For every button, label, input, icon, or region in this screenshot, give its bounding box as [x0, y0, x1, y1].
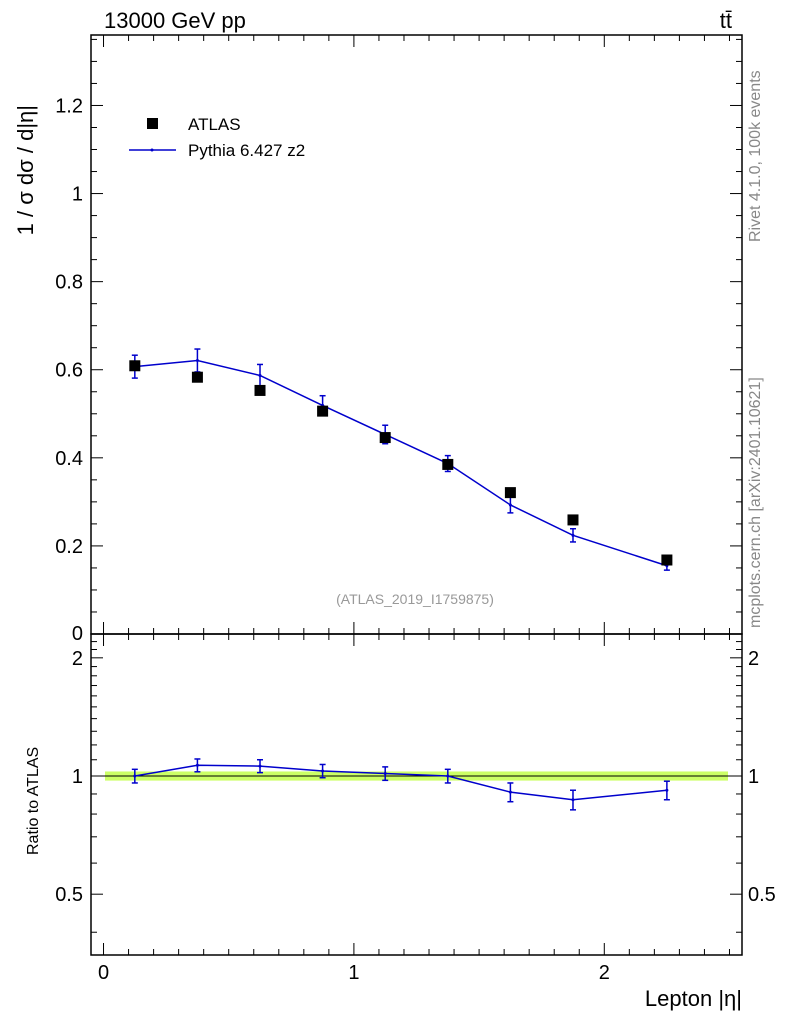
- ratio-y-tick-label-right: 1: [748, 766, 759, 788]
- main-y-axis-label: 1 / σ dσ / d|η|: [13, 105, 38, 235]
- ratio-y-tick-label-right: 2: [748, 648, 759, 670]
- ratio-point: [446, 774, 450, 778]
- pythia-line: [134, 359, 668, 567]
- main-y-tick-label-zero: 0: [72, 623, 83, 645]
- legend-pythia-marker: [150, 148, 154, 152]
- main-y-tick-label: 1.2: [55, 95, 83, 117]
- atlas-data-point: [317, 405, 329, 417]
- legend-atlas-label: ATLAS: [188, 115, 241, 134]
- main-y-tick-label: 1: [72, 184, 83, 206]
- ratio-y-tick-label-right: 0.5: [748, 884, 776, 906]
- plot-left-title: 13000 GeV pp: [104, 8, 246, 33]
- pythia-point: [571, 533, 575, 537]
- x-tick-label: 2: [599, 962, 610, 984]
- main-y-tick-label: 0.4: [55, 448, 83, 470]
- ratio-point: [571, 798, 575, 802]
- atlas-data-point: [379, 432, 391, 444]
- atlas-data-point: [567, 514, 579, 526]
- legend-pythia-label: Pythia 6.427 z2: [188, 141, 305, 160]
- atlas-data-point: [661, 554, 673, 566]
- atlas-data-point: [129, 360, 141, 372]
- ratio-point: [665, 788, 669, 792]
- atlas-data-point: [442, 458, 454, 470]
- pythia-point: [258, 373, 262, 377]
- ratio-panel-series: [131, 758, 670, 811]
- x-axis-label: Lepton |η|: [645, 986, 742, 1011]
- ratio-frame-box: [90, 633, 743, 956]
- ratio-uncertainty-band: [91, 771, 742, 781]
- ratio-point: [321, 769, 325, 773]
- ratio-point: [383, 771, 387, 775]
- ratio-point: [133, 774, 137, 778]
- plot-right-title: tt̄: [720, 8, 732, 33]
- ratio-panel-frame: [90, 633, 743, 956]
- main-y-tick-label: 0.2: [55, 536, 83, 558]
- ratio-pythia-line: [134, 764, 667, 801]
- pythia-point: [508, 503, 512, 507]
- ratio-y-tick-label: 1: [72, 766, 83, 788]
- pythia-point: [195, 358, 199, 362]
- mcplots-label: mcplots.cern.ch [arXiv:2401.10621]: [747, 377, 764, 628]
- ratio-y-axis-label: Ratio to ATLAS: [25, 747, 42, 855]
- ratio-panel-ticks: 0.5 0.5 1 1 2 2 0 1 2: [55, 634, 776, 984]
- main-panel-series: [129, 348, 673, 571]
- legend: ATLAS Pythia 6.427 z2: [129, 115, 305, 160]
- atlas-data-point: [254, 384, 266, 396]
- ratio-point: [195, 763, 199, 767]
- x-tick-label: 0: [98, 962, 109, 984]
- main-panel-ticks: 0.2 0.4 0.6 0.8 1 1.2 0: [55, 35, 742, 645]
- atlas-data-point: [191, 371, 203, 383]
- atlas-data-point: [504, 487, 516, 499]
- legend-atlas-marker: [147, 118, 158, 129]
- ratio-y-tick-label: 0.5: [55, 884, 83, 906]
- ratio-point: [508, 790, 512, 794]
- main-y-tick-label: 0.8: [55, 272, 83, 294]
- main-y-tick-label: 0.6: [55, 360, 83, 382]
- ratio-y-tick-label: 2: [72, 648, 83, 670]
- analysis-label: (ATLAS_2019_I1759875): [336, 591, 494, 607]
- x-tick-label: 1: [348, 962, 359, 984]
- rivet-version-label: Rivet 4.1.0, 100k events: [747, 70, 764, 242]
- ratio-point: [258, 764, 262, 768]
